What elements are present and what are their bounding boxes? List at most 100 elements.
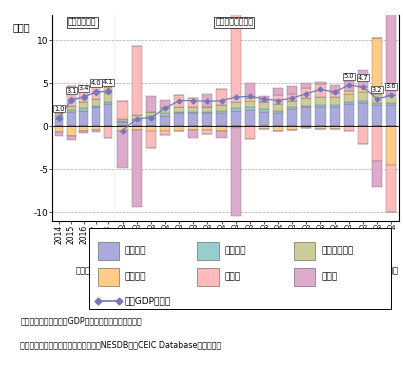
Bar: [259, 96, 269, 100]
Bar: [344, 91, 354, 94]
Bar: [231, 108, 241, 111]
Bar: [55, 126, 63, 132]
Bar: [216, 111, 226, 113]
Bar: [174, 107, 184, 112]
Bar: [330, 97, 340, 105]
Bar: [231, 128, 241, 216]
Bar: [245, 107, 255, 110]
Text: 2018: 2018: [359, 242, 380, 251]
Bar: [98, 268, 119, 286]
Bar: [146, 96, 156, 112]
Bar: [301, 126, 312, 128]
Bar: [104, 80, 112, 87]
Text: （％）: （％）: [12, 22, 30, 32]
Bar: [188, 126, 198, 130]
Text: 3.1: 3.1: [66, 88, 77, 94]
Bar: [330, 107, 340, 126]
Bar: [344, 94, 354, 102]
Bar: [91, 130, 100, 132]
Bar: [386, 105, 396, 126]
Bar: [386, 1, 396, 95]
Bar: [132, 46, 142, 115]
Bar: [216, 105, 226, 111]
Bar: [273, 95, 283, 104]
Bar: [188, 98, 198, 107]
Bar: [117, 122, 128, 126]
Bar: [273, 126, 283, 131]
Text: 4.0: 4.0: [91, 80, 101, 86]
Text: 政府消費: 政府消費: [225, 246, 246, 255]
Text: 資料：タイ国家経済社会開発委員会（NESDB）、CEIC Databaseから作成。: 資料：タイ国家経済社会開発委員会（NESDB）、CEIC Databaseから作…: [20, 340, 221, 349]
Bar: [174, 113, 184, 126]
Bar: [344, 126, 354, 131]
Bar: [146, 131, 156, 148]
Bar: [67, 112, 75, 126]
Bar: [146, 118, 156, 126]
Bar: [316, 84, 326, 97]
Bar: [91, 126, 100, 130]
Bar: [287, 100, 297, 107]
Bar: [358, 102, 368, 103]
Bar: [216, 126, 226, 131]
Bar: [91, 86, 100, 99]
Bar: [358, 92, 368, 102]
Bar: [160, 113, 170, 116]
Bar: [344, 81, 354, 91]
Bar: [273, 104, 283, 111]
Text: （年期）: （年期）: [379, 266, 399, 275]
Bar: [358, 70, 368, 87]
Bar: [132, 126, 142, 130]
Bar: [372, 105, 382, 126]
Bar: [79, 108, 88, 111]
Bar: [358, 126, 368, 144]
Bar: [104, 102, 112, 104]
Bar: [316, 107, 326, 126]
Bar: [79, 111, 88, 126]
Bar: [55, 118, 63, 126]
Bar: [330, 85, 340, 93]
Bar: [344, 104, 354, 126]
Bar: [372, 126, 382, 161]
Bar: [330, 93, 340, 97]
Bar: [287, 109, 297, 126]
Bar: [358, 87, 368, 92]
Bar: [301, 84, 312, 88]
Bar: [55, 116, 63, 118]
Text: 3.6: 3.6: [386, 84, 397, 89]
Text: 2016: 2016: [246, 242, 268, 251]
Bar: [202, 94, 212, 107]
Text: 1.0: 1.0: [54, 106, 64, 112]
Bar: [316, 105, 326, 107]
Bar: [372, 161, 382, 187]
Text: 純輸出: 純輸出: [225, 272, 241, 281]
Text: 3.2: 3.2: [372, 87, 382, 93]
Bar: [245, 98, 255, 100]
Text: 4.1: 4.1: [103, 79, 113, 85]
Text: 5.0: 5.0: [343, 73, 354, 79]
Bar: [132, 118, 142, 120]
Bar: [287, 86, 297, 94]
Bar: [55, 132, 63, 136]
Bar: [386, 103, 396, 105]
Bar: [231, 111, 241, 126]
Bar: [188, 130, 198, 138]
Bar: [216, 89, 226, 105]
Bar: [245, 84, 255, 98]
Bar: [146, 126, 156, 131]
Bar: [91, 107, 100, 126]
Bar: [117, 126, 128, 131]
Bar: [174, 112, 184, 113]
Bar: [273, 88, 283, 95]
Bar: [146, 112, 156, 116]
Bar: [67, 86, 75, 106]
Bar: [216, 131, 226, 138]
Bar: [287, 94, 297, 100]
Bar: [259, 109, 269, 112]
Bar: [245, 110, 255, 126]
Bar: [79, 126, 88, 131]
Bar: [386, 126, 396, 165]
Bar: [197, 242, 218, 260]
Bar: [273, 113, 283, 126]
Bar: [202, 113, 212, 126]
Bar: [117, 131, 128, 169]
